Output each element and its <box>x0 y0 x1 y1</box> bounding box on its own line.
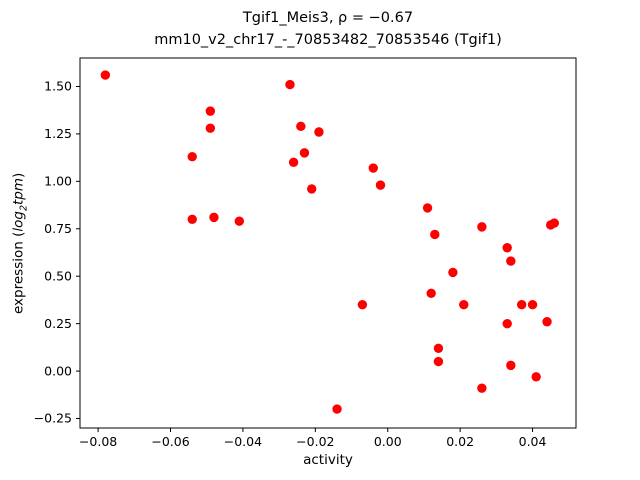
x-tick-label: −0.06 <box>151 434 189 449</box>
chart-title: Tgif1_Meis3, ρ = −0.67 mm10_v2_chr17_-_7… <box>80 7 576 52</box>
data-point <box>368 163 378 173</box>
data-point <box>205 123 216 133</box>
x-tick-label: 0.04 <box>519 434 547 449</box>
data-point <box>332 404 342 414</box>
chart-title-line1: Tgif1_Meis3, ρ = −0.67 <box>242 10 414 26</box>
data-point <box>477 383 487 393</box>
data-point <box>187 151 197 162</box>
x-tick-label: 0.00 <box>374 434 402 449</box>
data-point <box>285 79 295 90</box>
data-point <box>459 299 469 310</box>
data-point <box>296 121 306 132</box>
data-point <box>506 256 516 266</box>
data-point <box>433 356 444 367</box>
x-tick-label: −0.02 <box>296 434 334 449</box>
data-point <box>430 229 440 240</box>
y-tick-label: 0.00 <box>44 363 72 378</box>
data-point <box>448 267 458 278</box>
data-point <box>549 218 559 228</box>
data-point <box>477 222 487 232</box>
data-point <box>542 317 552 327</box>
data-point <box>234 216 244 226</box>
y-tick-label: 0.25 <box>44 316 72 331</box>
data-point <box>531 372 541 382</box>
data-point <box>516 299 527 310</box>
data-point <box>506 360 516 371</box>
data-point <box>357 299 368 310</box>
data-point <box>288 157 299 168</box>
data-point <box>100 70 111 80</box>
x-axis-label: activity <box>303 452 353 468</box>
data-point <box>422 203 433 213</box>
data-point <box>205 106 216 116</box>
x-tick-label: −0.04 <box>224 434 262 449</box>
y-tick-label: 1.00 <box>44 174 72 189</box>
data-point <box>502 243 512 253</box>
y-tick-label: 0.75 <box>44 221 72 236</box>
data-point <box>433 343 444 354</box>
data-point <box>375 180 386 190</box>
data-point <box>187 214 197 224</box>
y-tick-label: 1.25 <box>44 126 72 141</box>
data-point <box>299 148 310 158</box>
y-tick-label: −0.25 <box>34 411 72 426</box>
data-point <box>502 318 512 329</box>
y-tick-label: 1.50 <box>44 79 72 94</box>
axes-box <box>79 57 577 429</box>
x-tick-label: −0.08 <box>79 434 117 449</box>
y-tick-label: 0.50 <box>44 268 72 283</box>
chart-title-line2: mm10_v2_chr17_-_70853482_70853546 (Tgif1… <box>154 32 502 49</box>
data-point <box>426 288 436 298</box>
x-tick-label: 0.02 <box>446 434 474 449</box>
data-point <box>314 127 324 137</box>
data-point <box>527 299 538 310</box>
data-point <box>209 212 219 223</box>
data-point <box>307 184 317 194</box>
